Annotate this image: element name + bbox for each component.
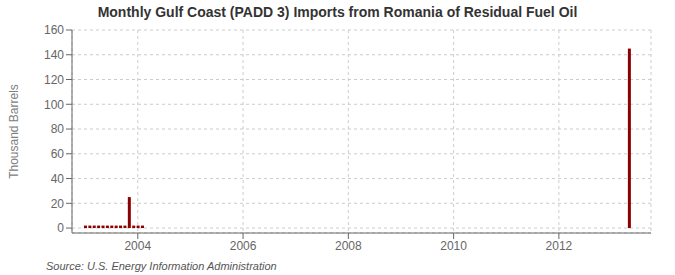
svg-text:2012: 2012 [546, 239, 573, 253]
svg-text:2008: 2008 [335, 239, 362, 253]
svg-text:140: 140 [44, 48, 64, 62]
svg-text:Thousand Barrels: Thousand Barrels [8, 84, 21, 179]
svg-text:160: 160 [44, 24, 64, 37]
svg-text:100: 100 [44, 98, 64, 112]
svg-text:120: 120 [44, 73, 64, 87]
svg-text:40: 40 [51, 172, 65, 186]
html-text:Monthly Gulf Coast (PADD 3) Im: Monthly Gulf Coast (PADD 3) Imports from… [97, 4, 578, 20]
svg-text:80: 80 [51, 122, 65, 136]
html-text:Source: U.S. Energy Informatio: Source: U.S. Energy Information Administ… [46, 260, 277, 272]
svg-text:2010: 2010 [440, 239, 467, 253]
svg-text:20: 20 [51, 197, 65, 211]
svg-text:0: 0 [57, 221, 64, 235]
svg-text:2006: 2006 [230, 239, 257, 253]
svg-text:60: 60 [51, 147, 65, 161]
svg-text:2004: 2004 [124, 239, 151, 253]
